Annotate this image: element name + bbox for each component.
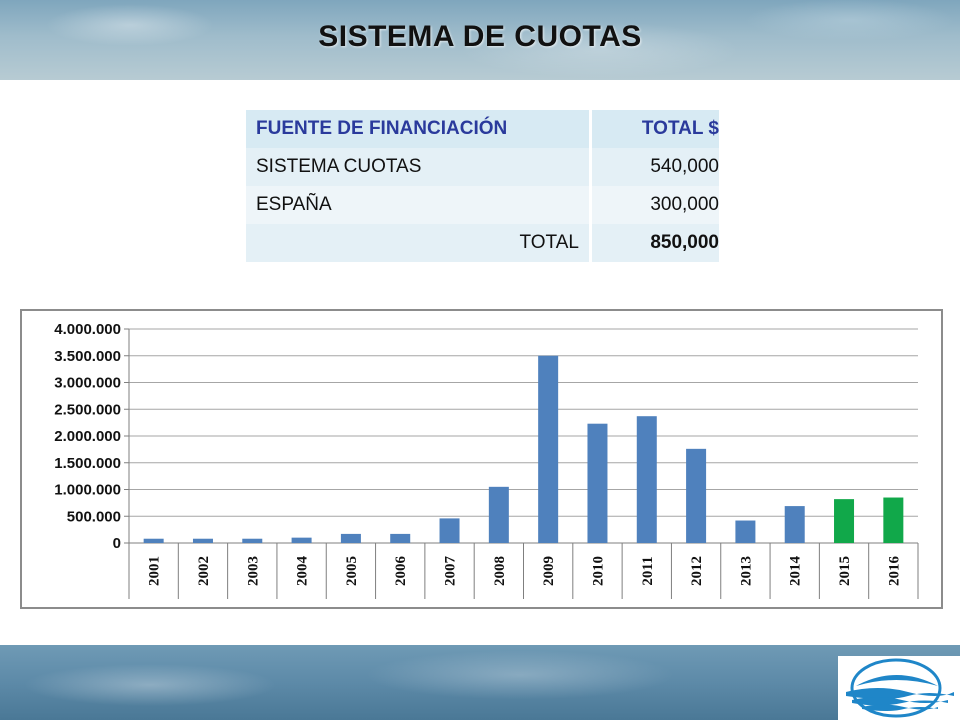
- y-tick-label: 0: [113, 535, 121, 552]
- x-tick-label: 2014: [788, 556, 804, 587]
- table-row: ESPAÑA 300,000: [246, 186, 719, 224]
- x-tick-label: 2015: [837, 556, 853, 586]
- bar: [242, 538, 263, 543]
- bar: [883, 497, 904, 543]
- header-total: TOTAL $: [592, 110, 719, 148]
- total-label: TOTAL: [246, 224, 592, 262]
- x-tick-label: 2005: [344, 556, 360, 586]
- header-source: FUENTE DE FINANCIACIÓN: [246, 110, 592, 148]
- bar: [636, 416, 657, 543]
- total-value: 850,000: [592, 224, 719, 262]
- chart-frame: 0 500.000 1.000.000 1.500.000 2.000.000 2.500…: [20, 309, 943, 609]
- y-tick-label: 1.500.000: [54, 455, 121, 472]
- slide-title: SISTEMA DE CUOTAS: [318, 20, 642, 53]
- bar: [784, 506, 805, 543]
- x-tick-label: 2007: [443, 556, 459, 587]
- bar: [439, 518, 460, 543]
- y-tick-label: 2.500.000: [54, 401, 121, 418]
- x-tick-label: 2013: [738, 556, 754, 586]
- bar: [686, 448, 707, 543]
- y-tick-label: 4.000.000: [54, 321, 121, 338]
- logo-icon: [846, 658, 954, 718]
- y-tick-label: 3.000.000: [54, 375, 121, 392]
- table-row: SISTEMA CUOTAS 540,000: [246, 148, 719, 186]
- bar: [192, 538, 213, 543]
- bar-chart: 0 500.000 1.000.000 1.500.000 2.000.000 2.500…: [54, 321, 919, 599]
- x-tick-label: 2016: [886, 556, 902, 587]
- bar: [488, 486, 509, 543]
- bar: [735, 520, 756, 543]
- x-tick-label: 2003: [245, 556, 261, 586]
- table-header-row: FUENTE DE FINANCIACIÓN TOTAL $: [246, 110, 719, 148]
- bar: [587, 423, 608, 543]
- x-tick-label: 2002: [196, 556, 212, 586]
- table-total-row: TOTAL 850,000: [246, 224, 719, 262]
- row-source: ESPAÑA: [246, 186, 592, 224]
- financing-table: FUENTE DE FINANCIACIÓN TOTAL $ SISTEMA C…: [246, 110, 719, 262]
- x-tick-label: 2008: [492, 556, 508, 586]
- x-tick-label: 2006: [393, 556, 409, 587]
- x-tick-label: 2009: [541, 556, 557, 586]
- bar: [538, 355, 559, 543]
- bar: [291, 537, 312, 543]
- y-tick-label: 3.500.000: [54, 348, 121, 365]
- footer-background: [0, 645, 960, 720]
- bar: [143, 538, 164, 543]
- bar: [390, 533, 411, 543]
- organization-logo: [838, 656, 960, 720]
- y-tick-label: 500.000: [67, 508, 121, 525]
- x-tick-label: 2012: [689, 556, 705, 586]
- row-total: 540,000: [592, 148, 719, 186]
- row-total: 300,000: [592, 186, 719, 224]
- bar: [340, 533, 361, 543]
- y-tick-label: 1.000.000: [54, 482, 121, 499]
- x-tick-label: 2004: [295, 556, 311, 587]
- x-tick-label: 2001: [147, 556, 163, 586]
- y-tick-label: 2.000.000: [54, 428, 121, 445]
- bar: [834, 499, 855, 543]
- x-tick-label: 2010: [590, 556, 606, 586]
- header-background: [0, 0, 960, 80]
- row-source: SISTEMA CUOTAS: [246, 148, 592, 186]
- x-tick-label: 2011: [640, 556, 656, 585]
